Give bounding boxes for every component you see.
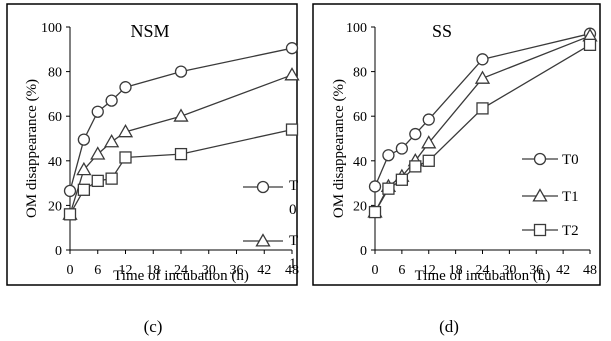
data-point-t1 xyxy=(421,135,437,149)
y-tick-label: 0 xyxy=(55,244,62,259)
panel-caption: (d) xyxy=(439,317,459,336)
y-tick-label: 20 xyxy=(353,199,367,214)
y-tick-label: 100 xyxy=(41,21,62,36)
data-point-t2 xyxy=(91,174,104,188)
data-point-t0 xyxy=(476,53,489,66)
data-point-t2 xyxy=(382,182,395,195)
y-tick-label: 40 xyxy=(48,155,62,170)
data-point-t0 xyxy=(174,65,188,78)
panel-caption: (c) xyxy=(144,317,163,336)
y-tick-label: 100 xyxy=(346,21,367,36)
x-tick-label: 30 xyxy=(202,263,216,278)
legend-label: T1 xyxy=(562,189,579,205)
x-tick-label: 0 xyxy=(372,263,379,278)
data-point-t0 xyxy=(395,142,409,155)
panel-ss: 0 20 40 60 80 100 0 6 12 18 24 30 36 42 48 Time of incu… xyxy=(312,3,601,336)
data-point-t1 xyxy=(173,108,189,122)
x-axis-title: Time of incubation (h) xyxy=(113,268,249,284)
legend-label: T2 xyxy=(562,223,579,239)
data-point-t1 xyxy=(474,70,491,84)
y-tick-label: 60 xyxy=(353,110,367,125)
data-point-t2 xyxy=(285,123,299,136)
y-tick-label: 20 xyxy=(48,199,62,214)
data-point-t2 xyxy=(119,151,132,164)
x-tick-label: 12 xyxy=(119,263,133,278)
y-axis-title: OM disappearance (%) xyxy=(24,79,40,218)
legend-marker-t2 xyxy=(533,223,547,237)
legend-marker-t0 xyxy=(533,152,547,166)
data-point-t0 xyxy=(382,149,395,162)
chart-title: NSM xyxy=(130,21,169,41)
data-point-t0 xyxy=(368,180,382,193)
data-point-t2 xyxy=(174,147,188,161)
x-tick-label: 48 xyxy=(285,263,299,278)
x-tick-label: 36 xyxy=(529,263,543,278)
x-tick-label: 0 xyxy=(67,263,74,278)
data-point-t0 xyxy=(409,127,422,141)
y-tick-label: 40 xyxy=(353,155,367,170)
data-point-t0 xyxy=(63,184,77,198)
data-point-t2 xyxy=(77,183,91,196)
data-point-t2 xyxy=(409,160,422,173)
series-line-t1 xyxy=(69,74,293,215)
data-point-t1 xyxy=(76,161,92,176)
y-tick-label: 80 xyxy=(48,66,62,81)
data-point-t1 xyxy=(104,134,120,148)
data-point-t2 xyxy=(105,172,118,185)
data-point-t0 xyxy=(422,113,435,126)
legend-marker-t0 xyxy=(256,180,270,194)
x-axis-title: Time of incubation (h) xyxy=(415,268,551,284)
data-point-t0 xyxy=(105,94,118,107)
legend-label: 0 xyxy=(289,202,297,218)
x-tick-label: 30 xyxy=(502,263,516,278)
x-tick-label: 18 xyxy=(146,263,160,278)
legend-label: T xyxy=(289,178,298,194)
x-tick-label: 48 xyxy=(583,263,597,278)
panel-frame xyxy=(312,3,601,286)
data-point-t0 xyxy=(77,133,91,146)
data-point-t2 xyxy=(395,173,409,186)
x-tick-label: 36 xyxy=(230,263,244,278)
legend-label: T xyxy=(289,233,298,249)
data-point-t2 xyxy=(63,208,77,221)
x-tick-label: 12 xyxy=(422,263,436,278)
panel-frame xyxy=(6,3,298,286)
y-tick-label: 0 xyxy=(360,244,367,259)
data-point-t0 xyxy=(91,105,104,118)
data-point-t0 xyxy=(285,42,299,55)
x-tick-label: 6 xyxy=(398,263,405,278)
x-tick-label: 18 xyxy=(449,263,463,278)
data-point-t2 xyxy=(583,38,597,51)
legend-marker-t1 xyxy=(255,233,271,247)
x-tick-label: 24 xyxy=(476,263,490,278)
legend-marker-t1 xyxy=(532,188,548,202)
data-point-t2 xyxy=(368,205,382,219)
x-tick-label: 24 xyxy=(174,263,188,278)
data-point-t1 xyxy=(90,146,106,160)
x-tick-label: 42 xyxy=(257,263,271,278)
legend-label: 1 xyxy=(289,256,297,272)
panel-nsm: 0 20 40 60 80 100 0 6 12 18 24 30 36 42 48 Time of incu… xyxy=(6,3,300,336)
y-tick-label: 80 xyxy=(353,66,367,81)
data-point-t2 xyxy=(422,154,435,167)
data-point-t2 xyxy=(476,102,489,115)
data-point-t1 xyxy=(284,67,300,81)
series-line-t2 xyxy=(69,128,293,215)
data-point-t1 xyxy=(117,123,134,138)
data-point-t0 xyxy=(119,81,132,94)
y-axis-title: OM disappearance (%) xyxy=(331,79,347,218)
chart-title: SS xyxy=(432,21,452,41)
legend-label: T0 xyxy=(562,152,579,168)
x-tick-label: 6 xyxy=(94,263,101,278)
x-tick-label: 42 xyxy=(556,263,570,278)
series-line-t2 xyxy=(374,44,591,213)
y-tick-label: 60 xyxy=(48,110,62,125)
